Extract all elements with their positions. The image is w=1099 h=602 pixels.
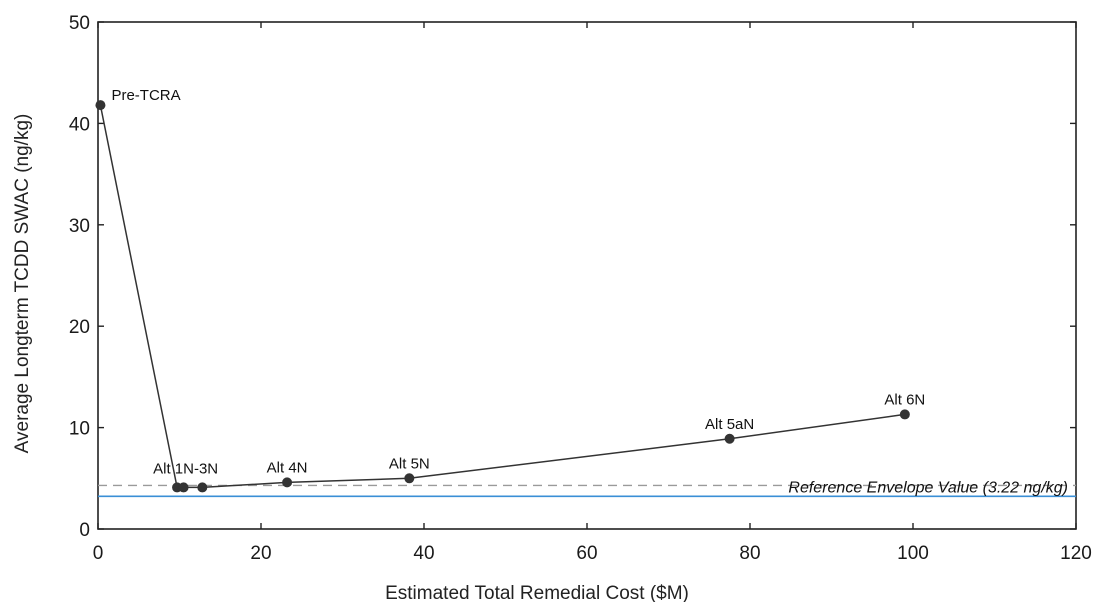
- y-tick-label: 30: [69, 216, 90, 237]
- data-point: [724, 433, 735, 444]
- x-tick-label: 40: [413, 543, 434, 564]
- data-point: [899, 409, 910, 420]
- x-axis-title: Estimated Total Remedial Cost ($M): [385, 583, 689, 602]
- x-tick-label: 100: [897, 543, 929, 564]
- data-point: [95, 100, 106, 111]
- y-tick-label: 10: [69, 419, 90, 440]
- x-tick-label: 120: [1060, 543, 1092, 564]
- y-tick-label: 50: [69, 13, 90, 34]
- data-point: [282, 477, 293, 488]
- data-point: [178, 482, 189, 493]
- point-label: Alt 5N: [389, 455, 430, 472]
- point-label: Alt 6N: [884, 391, 925, 408]
- point-label: Alt 5aN: [705, 416, 754, 433]
- x-tick-label: 0: [93, 543, 104, 564]
- x-tick-label: 80: [739, 543, 760, 564]
- x-tick-label: 20: [250, 543, 271, 564]
- x-tick-label: 60: [576, 543, 597, 564]
- annotation-label: Alt 1N-3N: [153, 460, 218, 477]
- point-label: Alt 4N: [267, 459, 308, 476]
- y-axis-title: Average Longterm TCDD SWAC (ng/kg): [12, 114, 33, 454]
- plot-frame: [97, 21, 1077, 530]
- reference-envelope-label: Reference Envelope Value (3.22 ng/kg): [788, 479, 1068, 496]
- y-tick-label: 20: [69, 317, 90, 338]
- data-point: [404, 473, 415, 484]
- series-line: [99, 104, 905, 489]
- point-label: Pre-TCRA: [111, 87, 180, 104]
- y-tick-label: 0: [79, 520, 90, 541]
- y-tick-label: 40: [69, 114, 90, 135]
- data-point: [197, 482, 208, 493]
